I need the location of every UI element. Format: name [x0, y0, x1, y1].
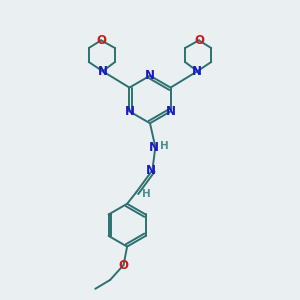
Text: N: N	[145, 69, 155, 82]
Text: O: O	[194, 34, 204, 47]
Text: N: N	[166, 105, 176, 118]
Text: N: N	[98, 65, 108, 78]
Text: H: H	[142, 189, 151, 199]
Text: O: O	[118, 259, 128, 272]
Text: N: N	[192, 65, 202, 78]
Text: H: H	[160, 140, 169, 151]
Text: N: N	[146, 164, 156, 177]
Text: N: N	[124, 105, 134, 118]
Text: N: N	[149, 140, 159, 154]
Text: O: O	[96, 34, 106, 47]
